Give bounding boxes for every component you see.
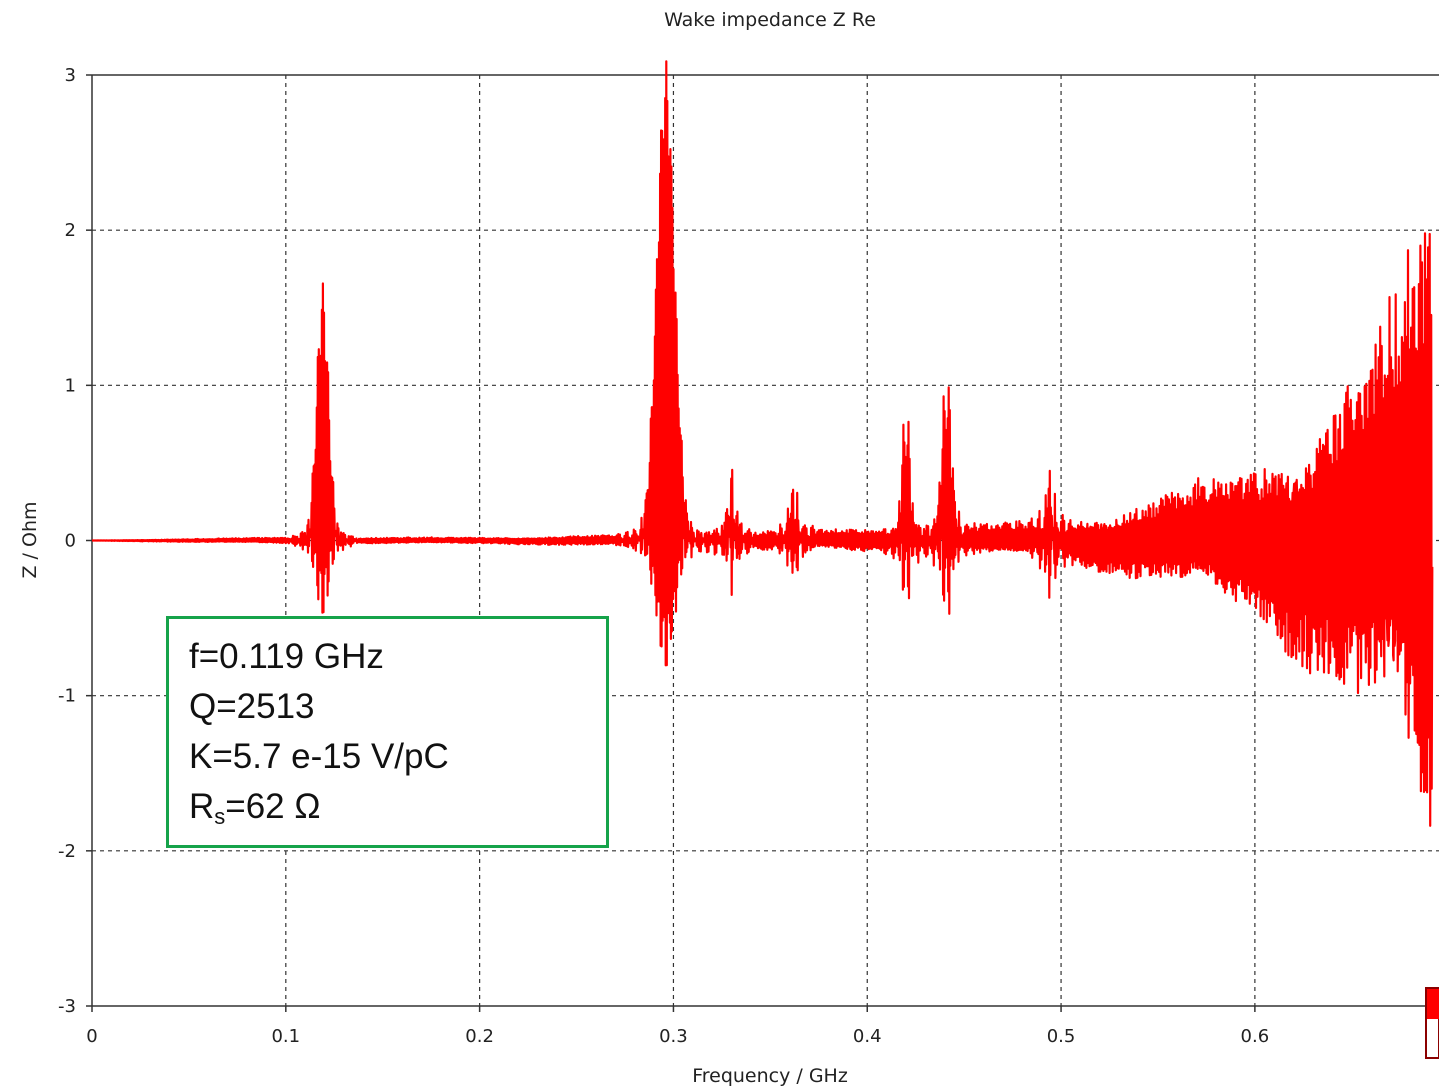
tick-labels: 0 0.1 0.2 0.3 0.4 0.5 0.6 3 2 1 0 -1 -2 -3 [58,65,1269,1047]
y-tick-label: -2 [58,841,76,862]
chart-title: Wake impedance Z Re [664,9,876,31]
y-axis-label: Z / Ohm [19,501,41,578]
x-tick-label: 0.4 [853,1026,882,1047]
series-group [91,60,1434,827]
x-tick-label: 0 [86,1026,97,1047]
x-tick-label: 0.1 [271,1026,300,1047]
y-tick-label: 3 [65,65,76,86]
annotation-r: R [189,787,215,826]
x-tick-label: 0.2 [465,1026,494,1047]
legend-swatch-fill [1427,989,1439,1019]
annotation-r-value: =62 Ω [225,787,321,826]
x-tick-label: 0.6 [1241,1026,1270,1047]
series-line-z-re [91,60,1434,827]
y-tick-label: 2 [65,220,76,241]
y-tick-label: -1 [58,686,76,707]
y-tick-label: -3 [58,996,76,1017]
x-tick-label: 0.3 [659,1026,688,1047]
legend-fragment [1424,942,1439,1060]
annotation-r-subscript: s [214,804,226,829]
y-tick-label: 0 [65,531,76,552]
annotation-box: f=0.119 GHz Q=2513 K=5.7 e-15 V/pC Rs=62… [166,616,609,848]
axes [86,74,1439,1012]
annotation-q-factor: Q=2513 [189,687,315,726]
x-axis-label: Frequency / GHz [692,1065,848,1087]
annotation-shunt-impedance: Rs=62 Ω [189,787,321,830]
x-tick-label: 0.5 [1047,1026,1076,1047]
y-tick-label: 1 [65,375,76,396]
annotation-frequency: f=0.119 GHz [189,637,384,676]
annotation-loss-factor: K=5.7 e-15 V/pC [189,737,449,776]
